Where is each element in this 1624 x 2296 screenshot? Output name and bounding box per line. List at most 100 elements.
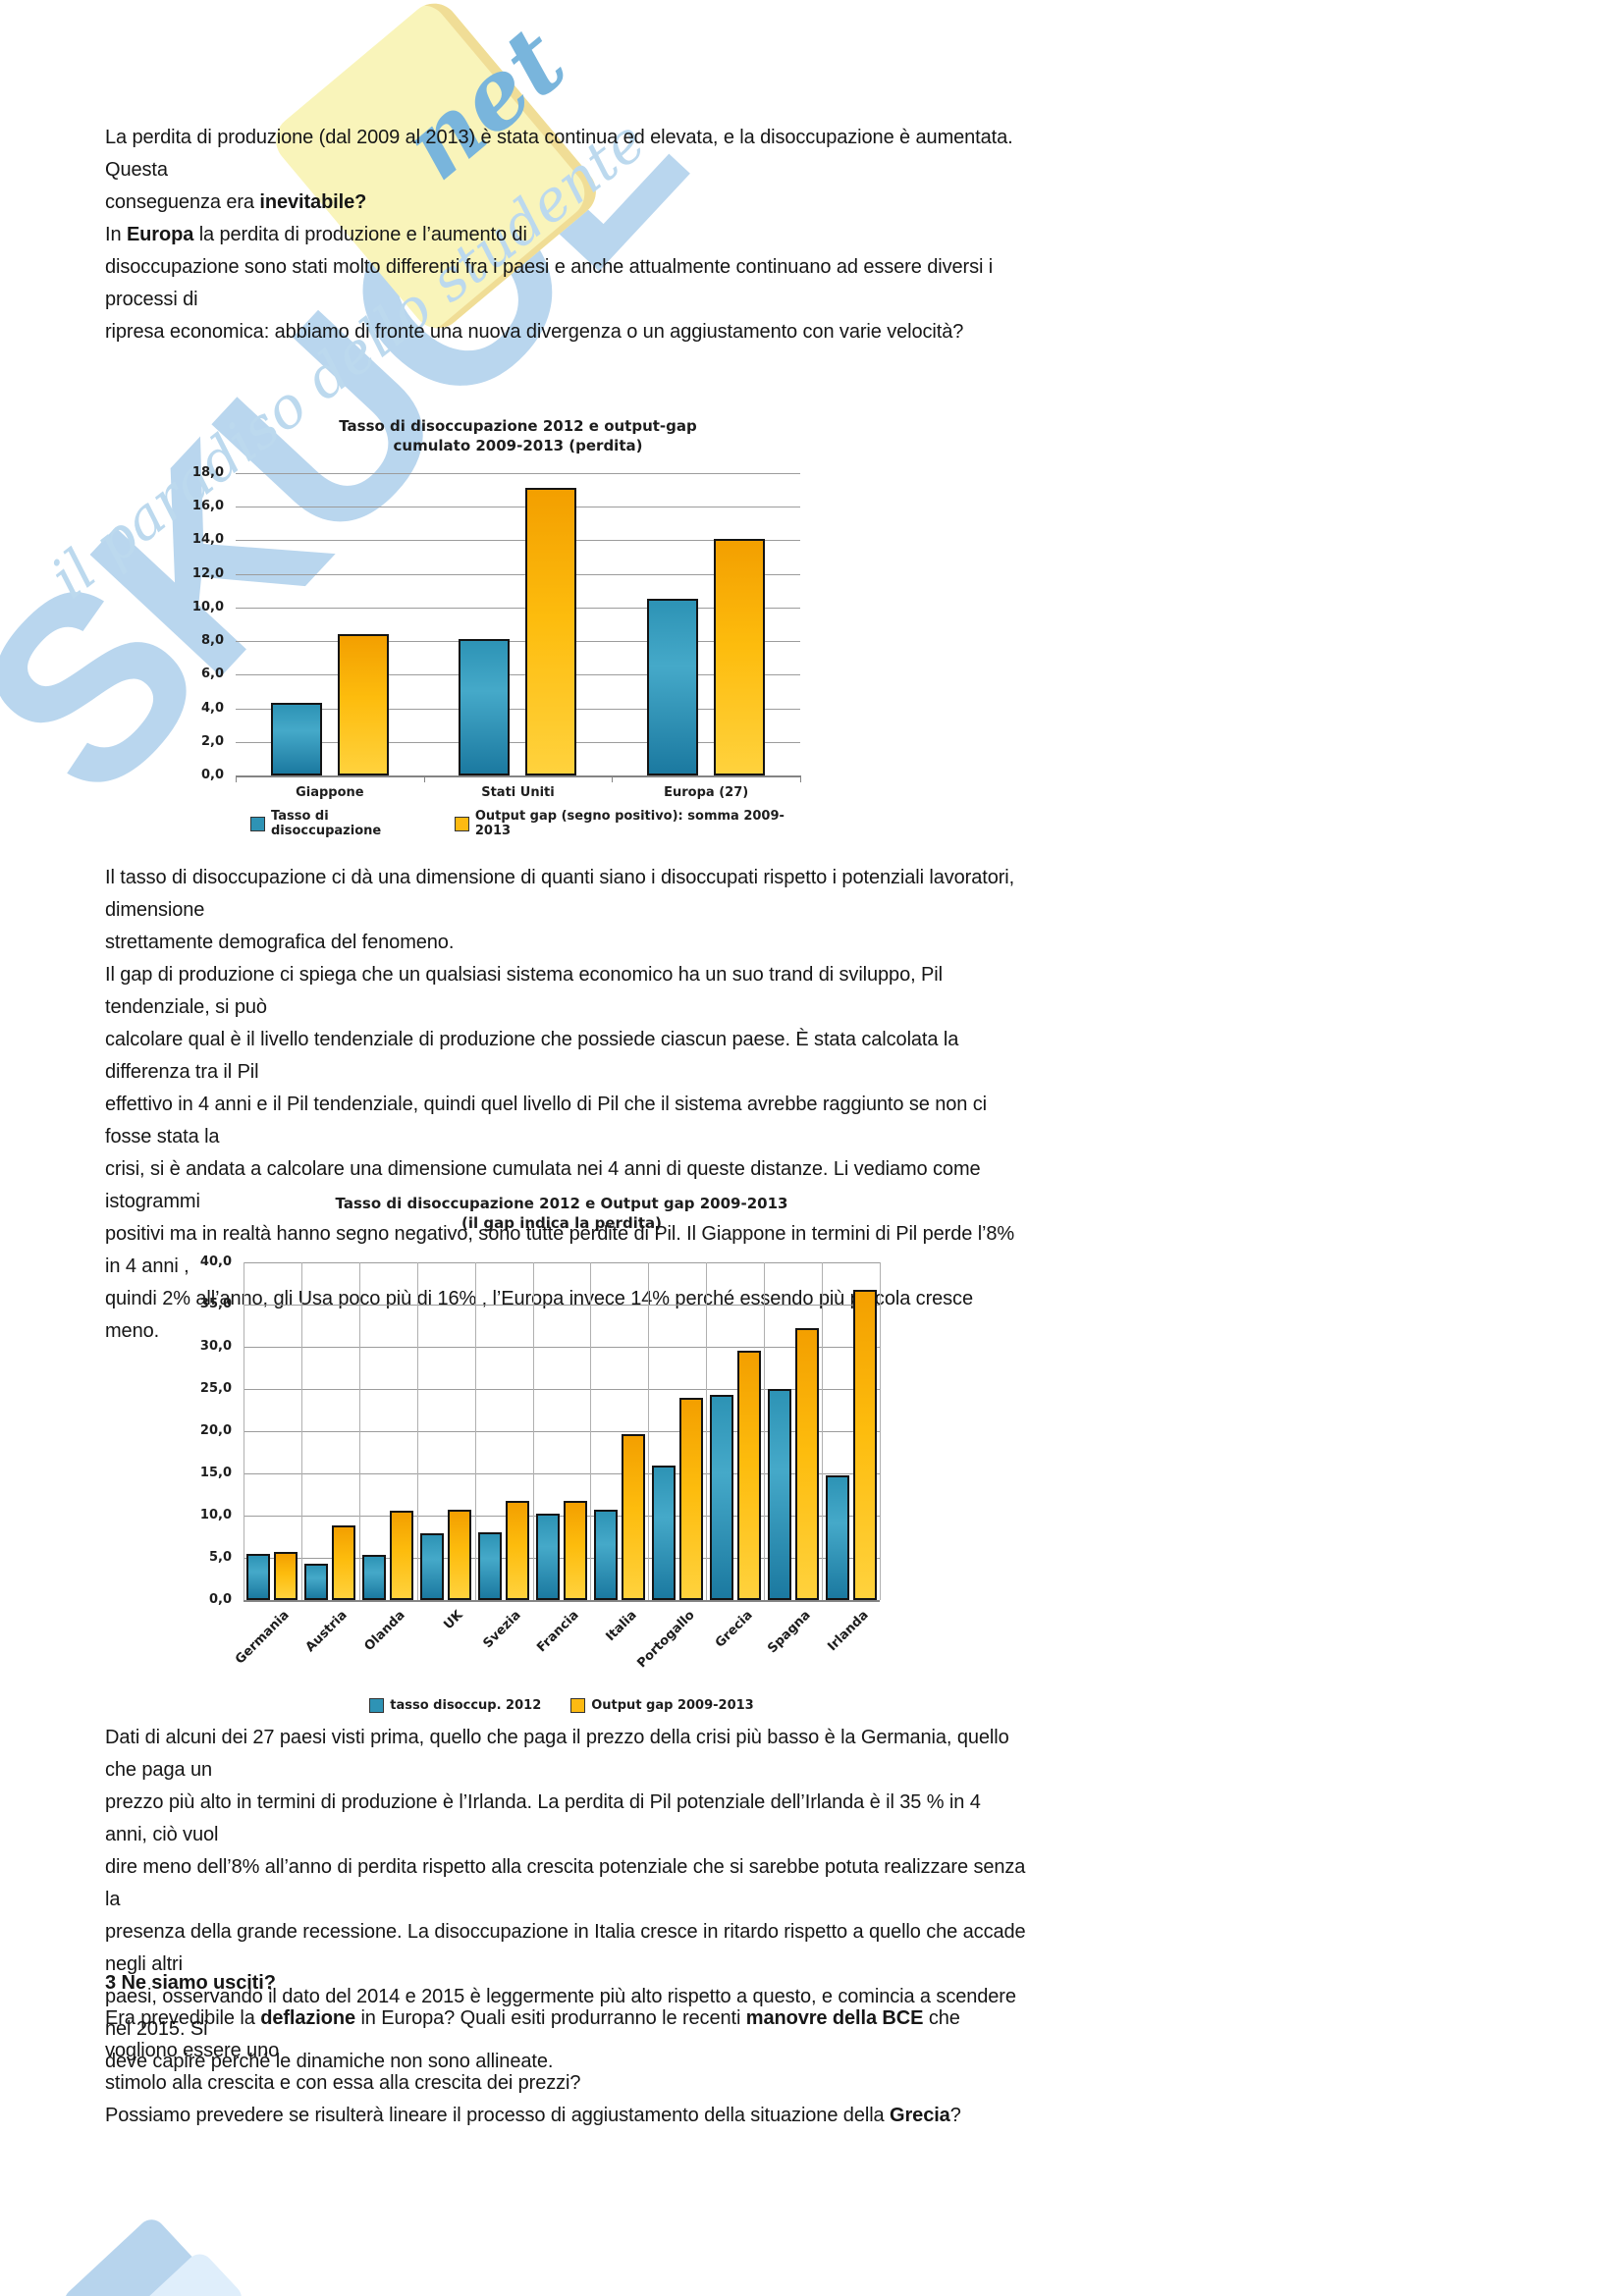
y-axis-tick-label: 2,0 (200, 733, 224, 749)
gridline (236, 473, 800, 474)
y-axis-tick-label: 40,0 (199, 1255, 232, 1269)
bold-text-run: deflazione (260, 2007, 355, 2029)
y-axis-tick-label: 12,0 (191, 565, 224, 581)
bar-UK-series1 (448, 1509, 472, 1600)
bar-Francia-series0 (535, 1514, 560, 1600)
bar-group-Giappone (236, 634, 424, 775)
bar-Irlanda-series0 (825, 1474, 849, 1600)
legend-item: Output gap 2009-2013 (570, 1698, 754, 1713)
chart-title: Tasso di disoccupazione 2012 e output-ga… (339, 417, 697, 454)
bar-Giappone-series1 (337, 634, 389, 775)
text-run: Era prevedibile la (105, 2007, 261, 2029)
bar-group-Grecia (706, 1351, 764, 1600)
bold-text-run: inevitabile? (259, 191, 367, 213)
text-run: ? (949, 2105, 961, 2126)
paragraph-questions: Era prevedibile la deflazione in Europa?… (105, 2002, 1028, 2132)
bar-group-Austria (301, 1525, 359, 1600)
bar-group-Germania (244, 1551, 301, 1600)
bar-Austria-series0 (304, 1564, 329, 1600)
text-run: in Europa? Quali esiti produrranno le re… (355, 2007, 746, 2029)
bar-Olanda-series0 (362, 1555, 387, 1600)
bar-Europa (27)-series1 (714, 538, 766, 775)
y-axis-tick-label: 5,0 (208, 1550, 232, 1565)
paragraph-country-comment: Dati di alcuni dei 27 paesi visti prima,… (105, 1722, 1028, 2078)
bold-text-run: Grecia (890, 2105, 950, 2126)
bold-text-run: Europa (126, 224, 194, 245)
chart-plot-area: 0,0 5,0 10,0 15,0 20,0 25,0 30,0 35,0 40,0 German… (200, 1255, 881, 1671)
category-boundary-line (880, 1262, 881, 1600)
bar-Francia-series1 (563, 1501, 587, 1600)
bar-group-Portogallo (648, 1397, 706, 1600)
text-run: Dati di alcuni dei 27 paesi visti prima,… (105, 1727, 1026, 2072)
y-axis-tick-label: 8,0 (200, 633, 224, 649)
gridline (244, 1305, 880, 1306)
chart-title: Tasso di disoccupazione 2012 e Output ga… (335, 1195, 788, 1232)
bar-Italia-series0 (593, 1509, 618, 1600)
bar-Grecia-series1 (736, 1351, 761, 1600)
x-axis-category-label: Stati Uniti (481, 785, 555, 800)
gridline (236, 540, 800, 542)
bar-Svezia-series0 (478, 1532, 503, 1600)
text-run: Il tasso di disoccupazione ci dà una dim… (105, 867, 1015, 1342)
bar-Portogallo-series1 (678, 1397, 703, 1600)
gridline (236, 573, 800, 575)
gridline (244, 1389, 880, 1390)
bar-Portogallo-series0 (651, 1466, 676, 1600)
text-run: la perdita di produzione e l’aumento di … (105, 224, 994, 343)
section-heading: 3 Ne siamo usciti? (105, 1972, 276, 1994)
legend-swatch-series1 (454, 816, 469, 831)
gridline (244, 1431, 880, 1432)
gridline (236, 674, 800, 676)
axis-tick (800, 775, 801, 782)
bar-Europa (27)-series0 (647, 599, 699, 775)
y-axis-tick-label: 6,0 (200, 667, 224, 682)
gridline (236, 708, 800, 710)
bar-Olanda-series1 (390, 1510, 414, 1600)
axis-tick (423, 775, 425, 782)
gridline (236, 641, 800, 643)
legend-item: Tasso di disoccupazione (250, 809, 425, 838)
gridline (244, 1473, 880, 1474)
bar-Spagna-series1 (794, 1328, 819, 1600)
x-axis-category-label: Europa (27) (664, 785, 749, 800)
bar-group-Olanda (359, 1510, 417, 1600)
bar-group-UK (417, 1509, 475, 1600)
bar-Grecia-series0 (709, 1395, 733, 1600)
y-axis-tick-label: 30,0 (199, 1339, 232, 1354)
y-axis-tick-label: 0,0 (200, 768, 224, 782)
y-axis-tick-label: 0,0 (208, 1592, 232, 1607)
gridline (244, 1516, 880, 1517)
category-boundary-line (474, 1262, 476, 1600)
legend-swatch-series0 (250, 816, 265, 831)
bar-Spagna-series0 (767, 1389, 791, 1600)
legend-swatch-series1 (570, 1698, 586, 1713)
y-axis-tick-label: 10,0 (199, 1508, 232, 1522)
text-run: La perdita di produzione (dal 2009 al 20… (105, 127, 1013, 213)
bar-UK-series0 (420, 1533, 445, 1600)
axis-tick (236, 775, 237, 782)
gridline (236, 775, 800, 777)
bar-group-Stati Uniti (424, 488, 613, 775)
bar-group-Francia (533, 1501, 591, 1600)
paragraph-intro: La perdita di produzione (dal 2009 al 20… (105, 122, 1018, 348)
y-axis-tick-label: 4,0 (200, 700, 224, 716)
legend-label: Output gap (segno positivo): somma 2009-… (474, 809, 785, 838)
chart-legend: tasso disoccup. 2012 Output gap 2009-2013 (244, 1698, 880, 1713)
category-boundary-line (590, 1262, 592, 1600)
bar-group-Europa (27) (612, 538, 800, 775)
y-axis-tick-label: 18,0 (191, 465, 224, 480)
bar-group-Italia (590, 1434, 648, 1600)
bar-Giappone-series0 (270, 703, 322, 775)
category-boundary-line (764, 1262, 766, 1600)
legend-swatch-series0 (369, 1698, 385, 1713)
bar-Stati Uniti-series1 (525, 488, 577, 775)
y-axis-tick-label: 10,0 (191, 599, 224, 614)
y-axis-tick-label: 35,0 (199, 1297, 232, 1311)
legend-label: Tasso di disoccupazione (271, 809, 382, 838)
gridline (236, 741, 800, 743)
category-boundary-line (358, 1262, 360, 1600)
bar-Stati Uniti-series0 (459, 639, 511, 775)
y-axis-tick-label: 15,0 (199, 1466, 232, 1480)
bar-group-Svezia (475, 1501, 533, 1600)
